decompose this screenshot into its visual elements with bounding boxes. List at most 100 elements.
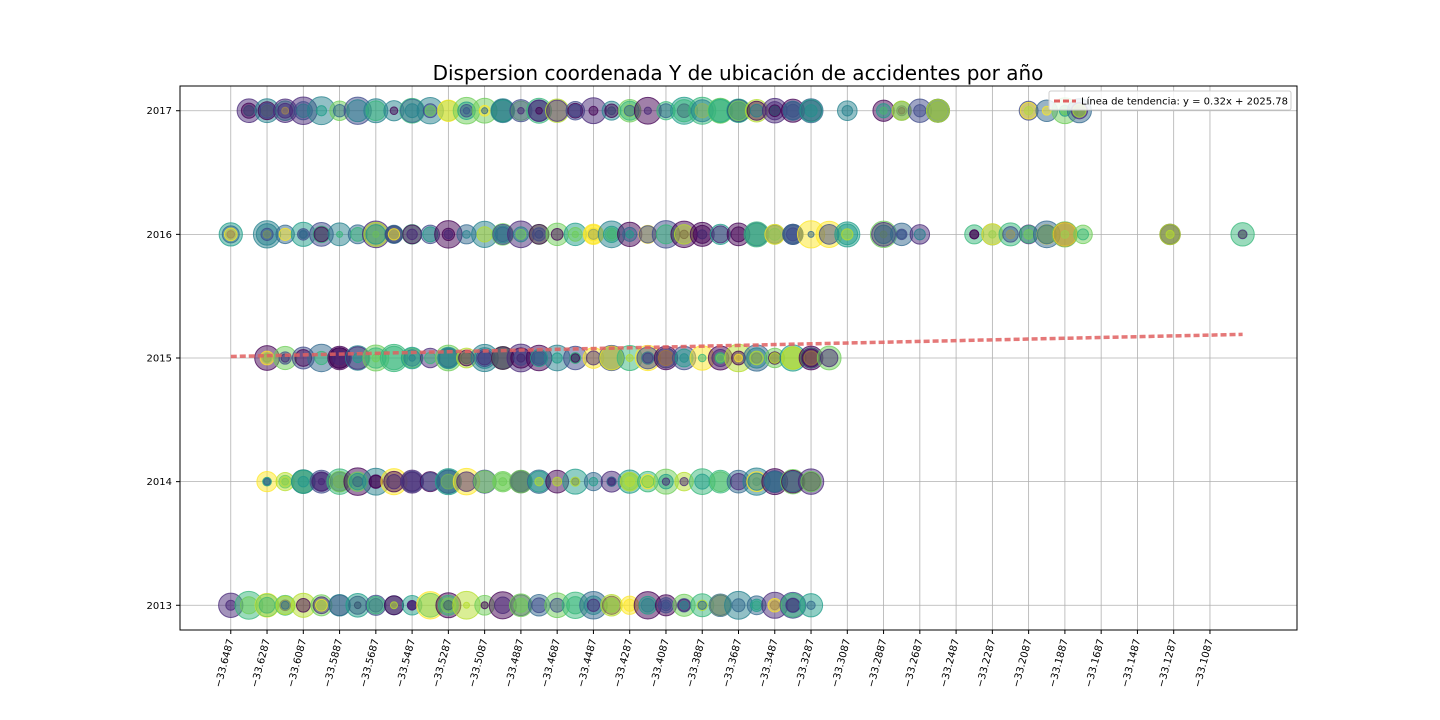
- x-tick-label: −33.5087: [467, 638, 490, 689]
- data-point: [531, 227, 547, 242]
- data-point: [260, 227, 274, 241]
- x-tick-label: −33.4687: [540, 638, 563, 689]
- x-tick-label: −33.6087: [286, 638, 309, 689]
- data-point: [623, 104, 636, 117]
- data-point: [365, 224, 387, 245]
- data-point: [800, 470, 822, 493]
- x-tick-label: −33.5687: [358, 638, 381, 689]
- data-point: [768, 352, 781, 364]
- x-tick-label: −33.4887: [503, 638, 526, 689]
- data-point: [841, 104, 854, 117]
- x-tick-label: −33.6487: [213, 638, 236, 689]
- data-point: [517, 107, 525, 115]
- data-point: [749, 103, 764, 118]
- data-point: [531, 597, 547, 614]
- data-point: [638, 595, 658, 615]
- data-point: [925, 98, 950, 123]
- trend-line: [230, 332, 1243, 359]
- data-point: [969, 229, 980, 240]
- x-tick-label: −33.2287: [975, 638, 998, 689]
- data-point: [513, 597, 529, 613]
- data-point: [641, 475, 655, 489]
- data-point: [336, 230, 344, 238]
- data-point: [400, 346, 424, 370]
- data-point: [711, 225, 730, 244]
- data-points: [218, 96, 1255, 620]
- data-point: [619, 471, 640, 492]
- data-point: [424, 105, 436, 117]
- data-point: [477, 350, 493, 366]
- x-tick-label: −33.3887: [685, 638, 708, 689]
- data-point: [697, 353, 707, 363]
- data-point: [1237, 229, 1248, 240]
- data-point: [223, 227, 238, 242]
- data-point: [481, 107, 489, 115]
- legend-box: [1048, 90, 1292, 111]
- data-point: [1023, 229, 1034, 240]
- data-point: [498, 477, 508, 487]
- data-point: [225, 599, 237, 611]
- data-point: [462, 601, 471, 609]
- data-point: [600, 594, 623, 617]
- y-tick-label: 2014: [147, 477, 172, 488]
- data-point: [625, 353, 634, 363]
- legend: Línea de tendencia: y = 0.32x + 2025.78: [1048, 90, 1292, 111]
- data-point: [366, 596, 386, 615]
- data-point: [386, 473, 402, 490]
- data-point: [768, 104, 782, 118]
- data-point: [785, 598, 801, 613]
- data-point: [365, 100, 387, 122]
- x-tick-label: −33.3487: [757, 638, 780, 689]
- legend-trend-label: Línea de tendencia: y = 0.32x + 2025.78: [1081, 96, 1288, 108]
- data-point: [406, 228, 418, 241]
- data-point: [731, 598, 746, 613]
- data-point: [515, 228, 527, 240]
- data-point: [570, 476, 581, 487]
- data-point: [313, 226, 330, 243]
- data-point: [480, 601, 489, 610]
- x-tick-label: −33.3287: [793, 638, 816, 689]
- x-axis-ticks: −33.6487 −33.6287 −33.6087 −33.5887 −33.5687…: [213, 630, 1216, 689]
- x-tick-label: −33.5487: [395, 638, 418, 689]
- data-point: [494, 596, 512, 615]
- data-point: [534, 476, 544, 487]
- data-point: [278, 227, 292, 241]
- data-point: [913, 228, 926, 241]
- data-point: [551, 352, 563, 364]
- data-point: [806, 600, 816, 610]
- x-tick-label: −33.4487: [576, 638, 599, 689]
- data-point: [715, 353, 725, 363]
- data-point: [263, 478, 271, 486]
- data-point: [745, 222, 769, 246]
- x-tick-label: −33.1687: [1084, 638, 1107, 689]
- data-point: [1159, 223, 1181, 246]
- data-point: [661, 477, 671, 486]
- data-point: [679, 476, 689, 487]
- data-point: [679, 600, 689, 610]
- x-tick-label: −33.4087: [648, 638, 671, 689]
- data-point: [694, 473, 711, 490]
- data-point: [568, 104, 583, 118]
- y-tick-label: 2013: [147, 601, 172, 612]
- x-tick-label: −33.1087: [1192, 638, 1215, 689]
- x-tick-label: −33.2687: [902, 638, 925, 689]
- x-tick-label: −33.5887: [322, 638, 345, 689]
- data-point: [371, 353, 381, 363]
- data-point: [697, 600, 707, 610]
- data-point: [407, 600, 418, 611]
- data-point: [875, 103, 892, 119]
- x-tick-label: −33.2887: [866, 638, 889, 689]
- data-point: [764, 223, 786, 245]
- x-tick-label: −33.1487: [1120, 638, 1143, 689]
- data-point: [387, 228, 401, 241]
- x-tick-label: −33.2087: [1011, 638, 1034, 689]
- data-point: [799, 99, 823, 123]
- data-point: [570, 353, 581, 363]
- x-tick-label: −33.6287: [249, 638, 272, 689]
- x-tick-label: −33.1287: [1156, 638, 1179, 689]
- y-axis-ticks: 2013 2014 2015 2016 2017: [147, 106, 180, 612]
- data-point: [604, 103, 619, 118]
- data-point: [259, 102, 276, 119]
- x-tick-label: −33.3687: [721, 638, 744, 689]
- data-point: [1052, 222, 1078, 247]
